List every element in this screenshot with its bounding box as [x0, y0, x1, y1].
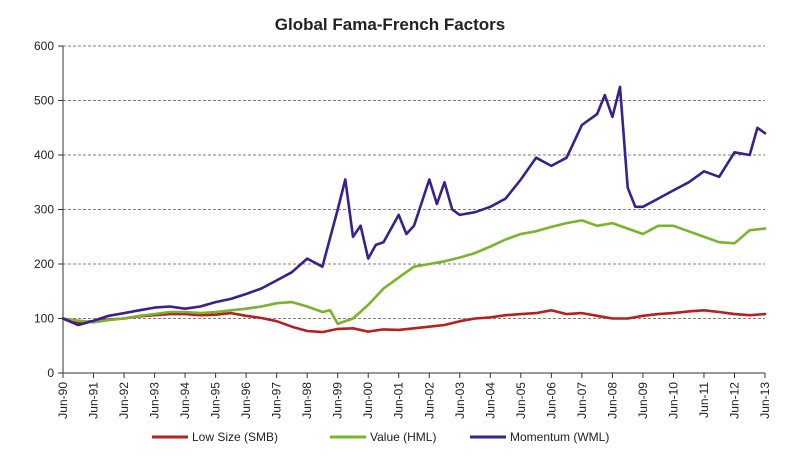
- x-tick-label: Jun-94: [178, 382, 192, 419]
- x-tick-label: Jun-06: [544, 382, 558, 419]
- legend: Low Size (SMB) Value (HML) Momentum (WML): [152, 430, 609, 444]
- x-tick-label: Jun-93: [148, 382, 162, 419]
- x-tick-label: Jun-07: [575, 382, 589, 419]
- x-tick-label: Jun-08: [605, 382, 619, 419]
- x-tick-label: Jun-99: [331, 382, 345, 419]
- series-line-3: [61, 85, 767, 327]
- x-tick-label: Jun-91: [87, 382, 101, 419]
- y-tick-label: 300: [34, 203, 54, 217]
- y-tick-label: 0: [47, 366, 54, 380]
- x-tick-label: Jun-09: [636, 382, 650, 419]
- y-tick-label: 600: [34, 39, 54, 53]
- x-tick-label: Jun-90: [56, 382, 70, 419]
- x-tick-label: Jun-92: [117, 382, 131, 419]
- x-tick-label: Jun-95: [209, 382, 223, 419]
- x-tick-label: Jun-10: [666, 382, 680, 419]
- legend-label-3: Momentum (WML): [510, 430, 609, 444]
- series-line-2: [61, 219, 767, 326]
- x-tick-label: Jun-05: [514, 382, 528, 419]
- x-tick-label: Jun-13: [758, 382, 772, 419]
- axes: 0 100 200 300 400 500 600 Jun-90 Jun-91 Jun-92 Jun…: [34, 39, 772, 419]
- x-tick-label: Jun-98: [300, 382, 314, 419]
- x-tick-label: Jun-04: [483, 382, 497, 419]
- x-tick-label: Jun-97: [270, 382, 284, 419]
- x-tick-label: Jun-00: [361, 382, 375, 419]
- gridlines: [63, 45, 765, 319]
- x-tick-label: Jun-12: [727, 382, 741, 419]
- x-tick-label: Jun-03: [453, 382, 467, 419]
- y-tick-label: 200: [34, 257, 54, 271]
- y-tick-label: 400: [34, 148, 54, 162]
- legend-label-1: Low Size (SMB): [192, 430, 278, 444]
- chart-title: Global Fama-French Factors: [275, 15, 506, 34]
- x-tick-label: Jun-11: [697, 382, 711, 418]
- y-tick-label: 500: [34, 94, 54, 108]
- series-lines: [61, 85, 767, 334]
- x-tick-label: Jun-02: [422, 382, 436, 419]
- series-line-1: [61, 308, 767, 334]
- x-tick-label: Jun-01: [392, 382, 406, 419]
- legend-label-2: Value (HML): [370, 430, 436, 444]
- x-tick-label: Jun-96: [239, 382, 253, 419]
- y-tick-label: 100: [34, 312, 54, 326]
